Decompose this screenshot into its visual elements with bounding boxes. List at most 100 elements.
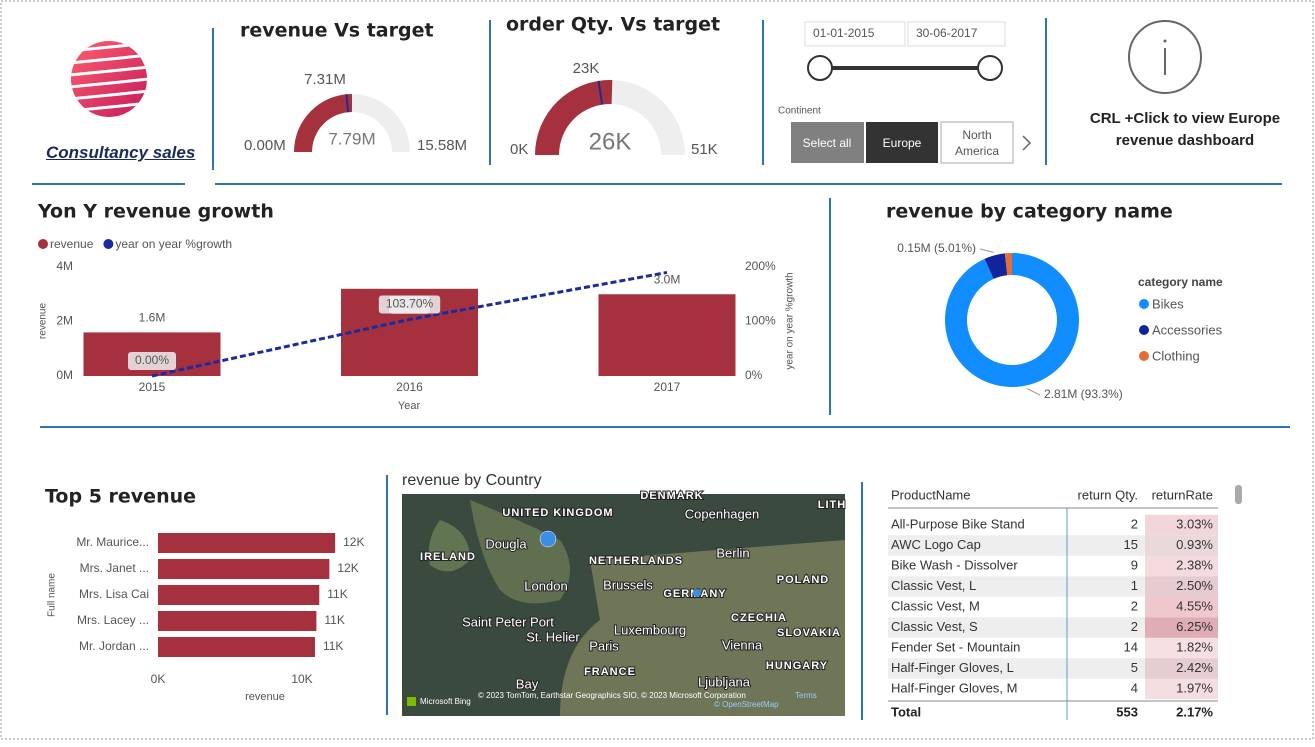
bar xyxy=(158,585,320,605)
cell: 14 xyxy=(1124,639,1138,654)
cell: 4.55% xyxy=(1176,598,1213,613)
y2-axis-title: year on year %growth xyxy=(785,272,796,369)
slicer-button[interactable] xyxy=(866,122,938,163)
y-tick-label: Mrs. Lacey ... xyxy=(77,613,149,627)
column-header: returnRate xyxy=(1152,487,1213,502)
slicer-option: Select all xyxy=(803,136,852,150)
cell: 2 xyxy=(1131,619,1138,634)
x-tick-label: 2015 xyxy=(139,380,166,394)
bar xyxy=(158,533,336,553)
rate-cell xyxy=(1145,678,1218,700)
legend-marker xyxy=(103,239,114,249)
y-tick-label: 0M xyxy=(56,368,73,382)
date-box[interactable] xyxy=(907,21,1006,47)
map-label: Copenhagen xyxy=(685,506,759,521)
slicer-option: Europe xyxy=(883,136,922,150)
rate-cell xyxy=(1145,555,1218,577)
date-start: 01-01-2015 xyxy=(813,26,875,40)
legend-label: Bikes xyxy=(1152,296,1184,311)
brand: Consultancy sales xyxy=(46,143,196,162)
chart-title: Top 5 revenue xyxy=(45,486,196,508)
cell: 9 xyxy=(1131,557,1138,572)
map-label: London xyxy=(524,578,567,593)
data-label-group: 1.6M xyxy=(139,311,166,325)
chart-title: Yon Y revenue growth xyxy=(37,201,274,223)
total-cell: 553 xyxy=(1116,704,1138,719)
map-label: Luxembourg xyxy=(614,622,686,637)
map-title: revenue by Country xyxy=(402,472,542,489)
map-label: Saint Peter Port xyxy=(462,614,554,629)
slicer-button[interactable] xyxy=(940,121,1014,164)
cell: AWC Logo Cap xyxy=(891,537,981,552)
y-tick-label: 2M xyxy=(56,314,73,328)
data-label: 2.81M (93.3%) xyxy=(1044,387,1123,401)
gauge-value xyxy=(535,80,613,155)
cell: Half-Finger Gloves, L xyxy=(891,660,1014,675)
rate-cell xyxy=(1145,658,1218,679)
row-bg xyxy=(888,617,1218,638)
date-box[interactable] xyxy=(804,21,906,47)
info-text: CRL +Click to view Europe revenue dashbo… xyxy=(1089,110,1281,149)
rate-cell xyxy=(1145,637,1218,659)
legend-label: revenue xyxy=(50,237,94,251)
map-label: Vienna xyxy=(722,637,763,652)
cell: 2 xyxy=(1131,516,1138,531)
data-label: 11K xyxy=(327,587,347,601)
map-terms: Terms xyxy=(795,691,817,700)
line xyxy=(151,270,668,378)
gauge-title: revenue Vs target xyxy=(240,20,434,42)
donut-slice xyxy=(1004,253,1012,276)
slicer-button[interactable] xyxy=(791,122,864,163)
map-label: LITH xyxy=(818,499,846,511)
info-icon[interactable] xyxy=(1128,20,1202,94)
legend-label: Clothing xyxy=(1152,348,1200,363)
cell: 15 xyxy=(1124,537,1138,552)
map-label: UNITED KINGDOM xyxy=(502,507,613,519)
map-label: Bay xyxy=(516,676,539,691)
slider-handle[interactable] xyxy=(977,55,1003,81)
x-tick-label: 0K xyxy=(151,672,166,686)
rate-cell xyxy=(1145,514,1218,536)
map-label: Dougla xyxy=(485,536,527,551)
data-label-group: 103.70% xyxy=(378,295,441,314)
data-label-group: 3.0M xyxy=(654,272,681,286)
info-icon xyxy=(1163,39,1167,43)
map-label: HUNGARY xyxy=(766,660,828,672)
map-label: DENMARK xyxy=(640,490,703,502)
x-tick-label: 10K xyxy=(291,672,312,686)
map-label: FRANCE xyxy=(584,666,636,678)
legend-title: category name xyxy=(1138,275,1223,289)
cell: 2.42% xyxy=(1176,660,1213,675)
row-bg xyxy=(888,658,1218,679)
total-cell: Total xyxy=(891,704,921,719)
rate-cell xyxy=(1145,617,1218,638)
map-label: St. Helier xyxy=(526,629,580,644)
slider-handle[interactable] xyxy=(807,55,833,81)
cell: Classic Vest, L xyxy=(891,578,976,593)
slicer-option-wrap: North America xyxy=(955,128,999,158)
map-label: NETHERLANDS xyxy=(589,555,683,567)
scrollbar[interactable] xyxy=(1235,485,1242,504)
bar xyxy=(598,294,736,376)
map-bubble xyxy=(539,530,557,548)
cell: All-Purpose Bike Stand xyxy=(891,516,1025,531)
cell: 5 xyxy=(1131,660,1138,675)
map-land xyxy=(470,500,570,604)
data-label: 3.0M xyxy=(654,272,681,286)
map-label: POLAND xyxy=(777,574,829,586)
cell: Classic Vest, S xyxy=(891,619,978,634)
data-label-box xyxy=(378,295,441,314)
data-label-box xyxy=(127,352,177,370)
y2-tick-label: 0% xyxy=(745,368,763,382)
map-label: IRELAND xyxy=(420,551,476,563)
rate-cell xyxy=(1145,576,1218,597)
y-tick-label: Mr. Maurice... xyxy=(76,535,149,549)
legend-marker xyxy=(1139,299,1149,309)
map-label: Berlin xyxy=(716,545,749,560)
data-label: 12K xyxy=(343,535,364,549)
gauge-value-label: 7.79M xyxy=(328,129,375,148)
chevron[interactable] xyxy=(1022,135,1032,151)
